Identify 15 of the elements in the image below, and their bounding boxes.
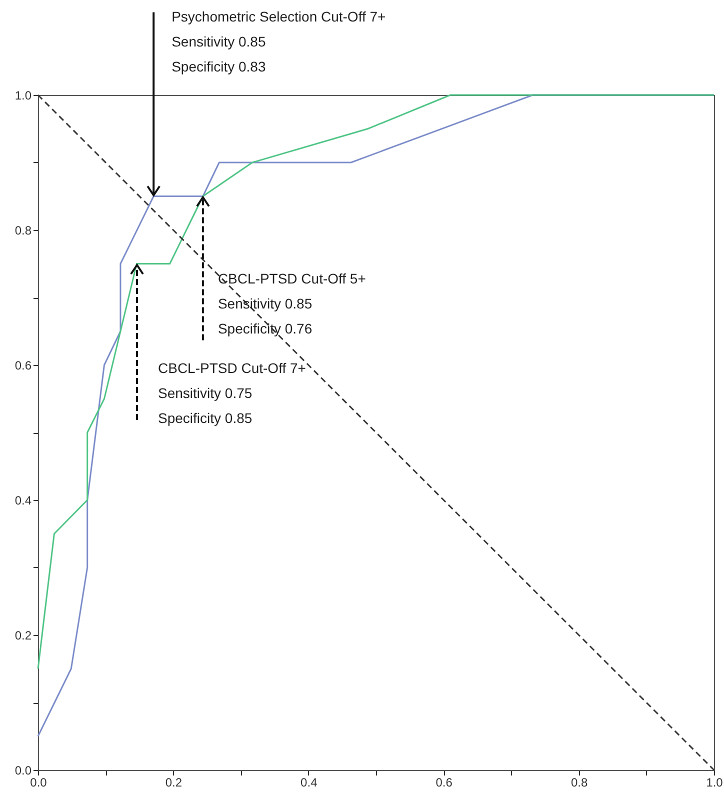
x-tick-label: 0.0 bbox=[30, 776, 48, 790]
y-tick-label: 0.0 bbox=[14, 764, 32, 778]
annotation: Psychometric Selection Cut-Off 7+ Sensitivity 0.85 Specificity 0.83 bbox=[172, 8, 386, 74]
y-tick-label: 0.2 bbox=[14, 628, 32, 642]
x-tick-label: 0.6 bbox=[436, 776, 453, 790]
y-tick-label: 0.8 bbox=[14, 224, 32, 238]
x-tick-label: 0.4 bbox=[300, 776, 318, 790]
x-tick-label: 0.2 bbox=[165, 776, 182, 790]
x-tick-label: 0.8 bbox=[570, 776, 588, 790]
annotation: CBCL-PTSD Cut-Off 5+ Sensitivity 0.85 Specificity 0.76 bbox=[218, 270, 366, 336]
y-tick-label: 0.6 bbox=[14, 358, 32, 372]
y-tick-label: 1.0 bbox=[14, 88, 32, 102]
x-tick-label: 1.0 bbox=[706, 776, 724, 790]
annotation: CBCL-PTSD Cut-Off 7+ Sensitivity 0.75 Specificity 0.85 bbox=[158, 360, 306, 426]
y-tick-label: 0.4 bbox=[14, 494, 32, 508]
